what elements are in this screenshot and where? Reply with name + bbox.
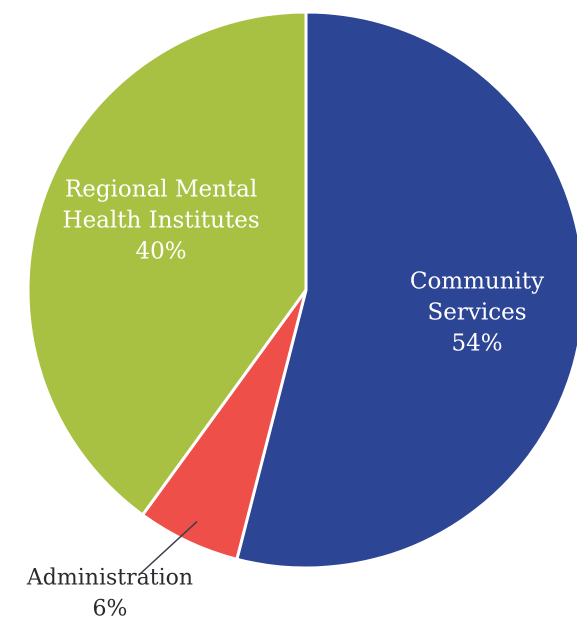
slice-name-line: Community	[410, 269, 544, 295]
slice-label-regional-mental-health-institutes: Regional Mental Health Institutes 40%	[63, 176, 260, 264]
slice-value-label: 40%	[136, 238, 187, 264]
slice-value-label: 6%	[93, 597, 128, 622]
leader-line-administration	[139, 520, 198, 575]
slice-label-administration: Administration 6%	[26, 566, 193, 622]
slice-name-line: Regional Mental	[65, 176, 257, 202]
slice-community-services	[235, 10, 577, 570]
slice-name-line: Health Institutes	[63, 207, 260, 233]
pie-slices	[26, 10, 577, 570]
slice-name-line: Administration	[26, 566, 193, 591]
slice-regional-mental-health-institutes	[26, 10, 308, 517]
leader-lines	[139, 520, 198, 575]
slice-name-line: Services	[427, 300, 526, 326]
slice-value-label: 54%	[451, 331, 502, 357]
slice-labels: Community Services 54% Administration 6% Regi…	[26, 176, 544, 621]
slice-label-community-services: Community Services 54%	[410, 269, 544, 357]
